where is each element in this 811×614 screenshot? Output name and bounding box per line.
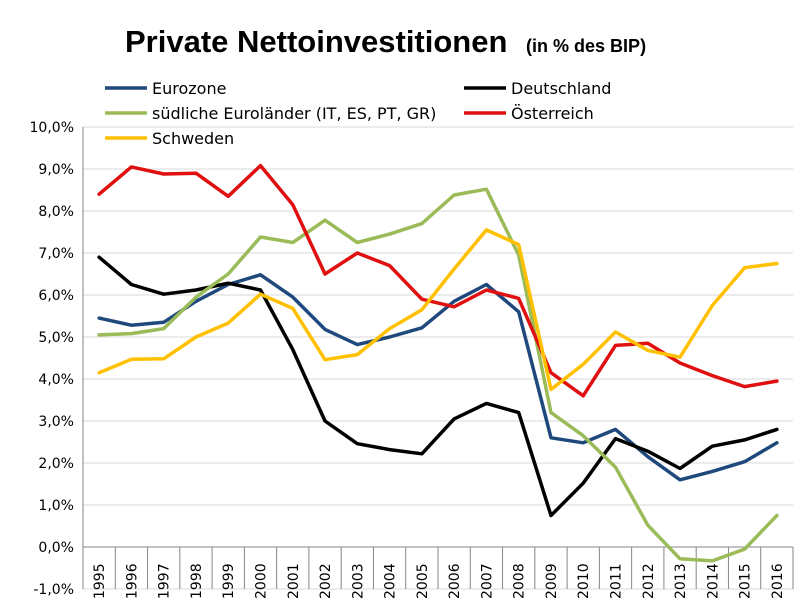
y-tick-label: 9,0%: [38, 162, 74, 178]
x-tick-label: 1996: [124, 563, 140, 599]
y-tick-label: 4,0%: [38, 372, 74, 388]
x-tick-labels: 1995 1996 1997 1998 1999 2000 2001 2002 2003 2004…: [92, 563, 786, 599]
series-lines: [97, 163, 779, 563]
x-tick-label: 1995: [92, 563, 108, 599]
series-line: [97, 273, 779, 482]
y-tick-label: 8,0%: [38, 204, 74, 220]
x-tick-label: 2015: [738, 563, 754, 599]
x-tick-label: 1998: [189, 563, 205, 599]
axes: [82, 127, 794, 589]
legend-label: südliche Euroländer (IT, ES, PT, GR): [152, 104, 436, 123]
x-tick-label: 1999: [221, 563, 237, 599]
x-tick-label: 2008: [512, 563, 528, 599]
x-tick-label: 2010: [576, 563, 592, 599]
x-tick-label: 2009: [544, 563, 560, 599]
series-line: [97, 187, 779, 563]
x-tick-label: 2003: [350, 563, 366, 599]
y-tick-label: 2,0%: [38, 456, 74, 472]
y-tick-label: 1,0%: [38, 498, 74, 514]
x-tick-label: 1997: [157, 563, 173, 599]
y-tick-label: 10,0%: [30, 120, 74, 136]
x-tick-label: 2006: [447, 563, 463, 599]
x-tick-label: 2004: [383, 563, 399, 599]
legend: Eurozone Deutschland südliche Euroländer (…: [105, 79, 611, 148]
y-tick-label: 0,0%: [38, 540, 74, 556]
x-tick-label: 2001: [286, 563, 302, 599]
x-tick-label: 2013: [673, 563, 689, 599]
y-tick-label: -1,0%: [33, 582, 74, 598]
x-tick-label: 2011: [609, 563, 625, 599]
y-tick-label: 7,0%: [38, 246, 74, 262]
chart-title-main: Private Nettoinvestitionen: [125, 24, 507, 59]
x-tick-label: 2012: [641, 563, 657, 599]
y-tick-label: 3,0%: [38, 414, 74, 430]
x-tick-label: 2007: [479, 563, 495, 599]
x-tick-label: 2005: [415, 563, 431, 599]
x-tick-label: 2000: [254, 563, 270, 599]
legend-label: Schweden: [152, 129, 234, 148]
series-line: [97, 163, 779, 398]
x-tick-label: 2002: [318, 563, 334, 599]
chart-subtitle: (in % des BIP): [526, 36, 646, 56]
y-tick-label: 5,0%: [38, 330, 74, 346]
chart-title: Private Nettoinvestitionen (in % des BIP…: [125, 24, 646, 59]
x-tick-label: 2016: [770, 563, 786, 599]
legend-label: Eurozone: [152, 79, 226, 98]
y-tick-label: 6,0%: [38, 288, 74, 304]
legend-label: Österreich: [511, 104, 594, 123]
x-tick-label: 2014: [705, 563, 721, 599]
y-tick-labels: -1,0% 0,0% 1,0% 2,0% 3,0% 4,0% 5,0% 6,0% 7,0% 8,0…: [30, 120, 74, 598]
legend-label: Deutschland: [511, 79, 611, 98]
series-line: [97, 228, 779, 392]
gridlines: [83, 126, 793, 590]
